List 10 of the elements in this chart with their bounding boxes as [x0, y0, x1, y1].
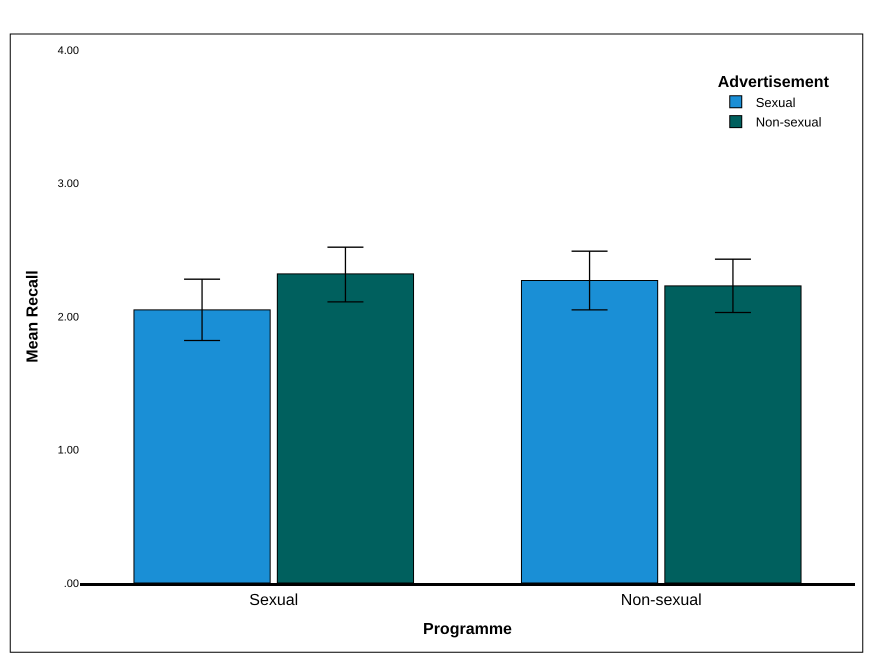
legend-label: Non-sexual [756, 114, 822, 130]
legend-label: Sexual [756, 94, 796, 110]
y-tick-label: .00 [64, 578, 79, 590]
legend-title: Advertisement [718, 74, 830, 91]
y-tick-label: 2.00 [58, 311, 79, 324]
y-axis-title: Mean Recall [24, 270, 42, 363]
y-tick-label: 4.00 [58, 44, 79, 57]
x-axis-title: Programme [423, 620, 512, 638]
y-tick-label: 3.00 [58, 178, 79, 190]
y-tick-label: 1.00 [58, 444, 79, 457]
